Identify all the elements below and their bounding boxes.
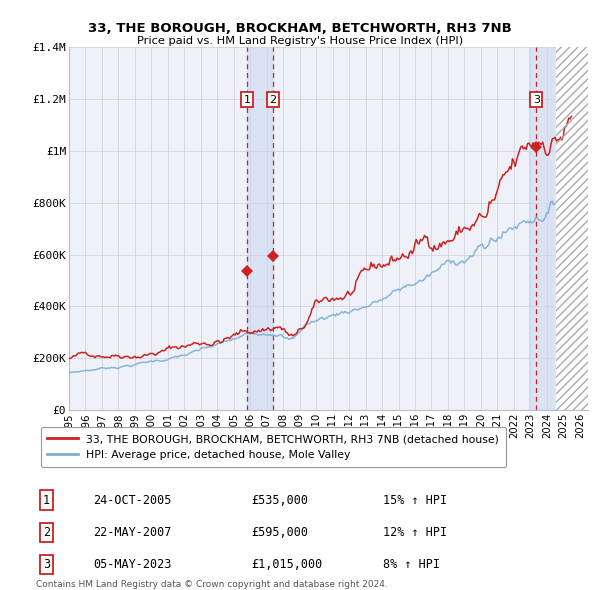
Text: 05-MAY-2023: 05-MAY-2023	[94, 558, 172, 571]
Text: 12% ↑ HPI: 12% ↑ HPI	[383, 526, 448, 539]
Text: £1,015,000: £1,015,000	[251, 558, 322, 571]
Text: 1: 1	[43, 494, 50, 507]
Text: 3: 3	[533, 95, 540, 105]
Text: 8% ↑ HPI: 8% ↑ HPI	[383, 558, 440, 571]
Text: 33, THE BOROUGH, BROCKHAM, BETCHWORTH, RH3 7NB: 33, THE BOROUGH, BROCKHAM, BETCHWORTH, R…	[88, 22, 512, 35]
Bar	[247, 47, 273, 410]
Bar	[529, 47, 556, 410]
Text: 15% ↑ HPI: 15% ↑ HPI	[383, 494, 448, 507]
Text: 22-MAY-2007: 22-MAY-2007	[94, 526, 172, 539]
Bar	[556, 47, 588, 410]
Legend: 33, THE BOROUGH, BROCKHAM, BETCHWORTH, RH3 7NB (detached house), HPI: Average pr: 33, THE BOROUGH, BROCKHAM, BETCHWORTH, R…	[41, 427, 506, 467]
Text: £535,000: £535,000	[251, 494, 308, 507]
Bar	[556, 47, 588, 410]
Text: 3: 3	[43, 558, 50, 571]
Text: £595,000: £595,000	[251, 526, 308, 539]
Text: Price paid vs. HM Land Registry's House Price Index (HPI): Price paid vs. HM Land Registry's House …	[137, 36, 463, 46]
Text: 1: 1	[244, 95, 251, 105]
Text: 2: 2	[269, 95, 277, 105]
Text: Contains HM Land Registry data © Crown copyright and database right 2024.: Contains HM Land Registry data © Crown c…	[35, 579, 387, 589]
Text: 24-OCT-2005: 24-OCT-2005	[94, 494, 172, 507]
Text: 2: 2	[43, 526, 50, 539]
